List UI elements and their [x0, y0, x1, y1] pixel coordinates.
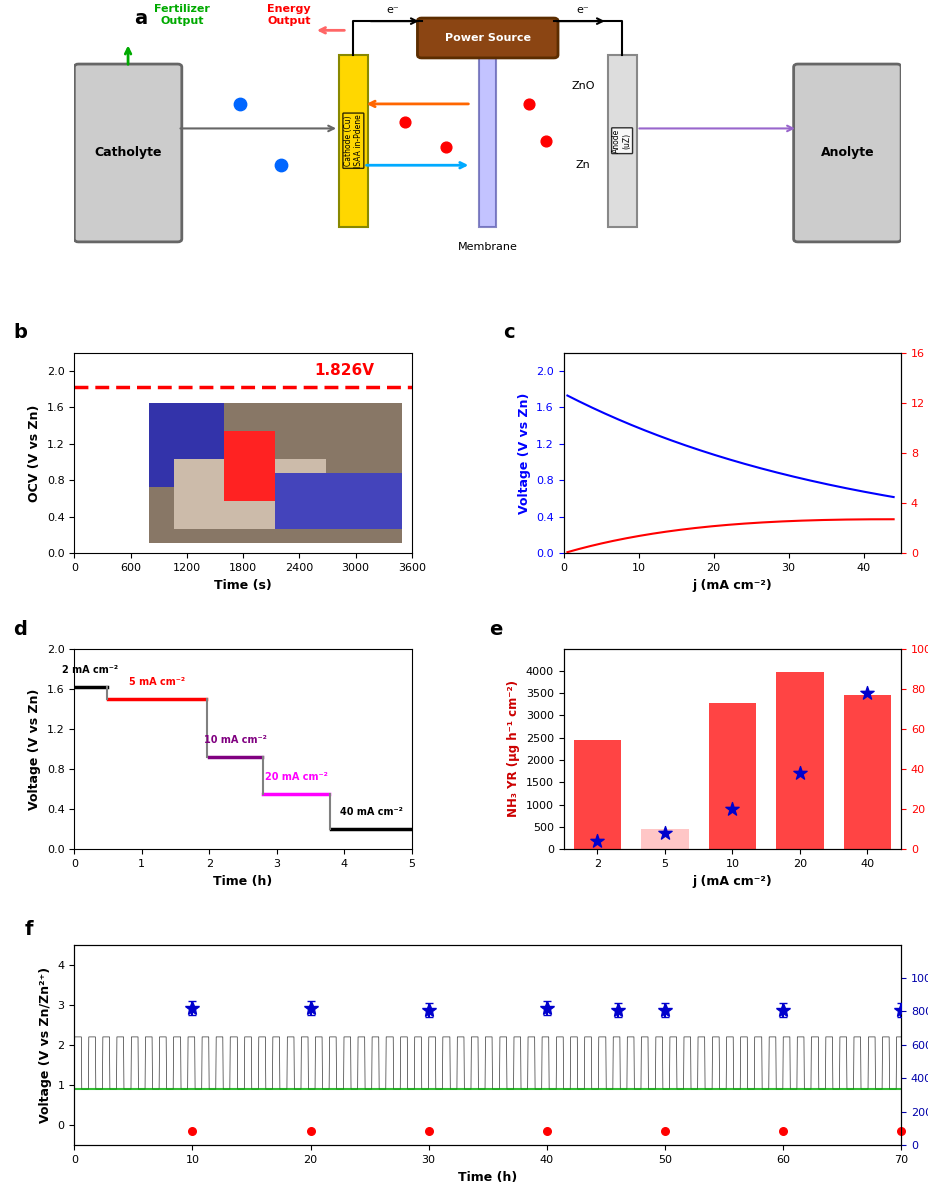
- Point: [775, 1121, 790, 1141]
- Text: Power Source: Power Source: [445, 32, 530, 43]
- Y-axis label: NH₃ YR (μg h⁻¹ cm⁻²): NH₃ YR (μg h⁻¹ cm⁻²): [507, 680, 520, 817]
- Y-axis label: Voltage (V vs Zn): Voltage (V vs Zn): [517, 392, 530, 513]
- X-axis label: j (mA cm⁻²): j (mA cm⁻²): [691, 874, 771, 888]
- Point: [589, 832, 604, 851]
- Text: Anolyte: Anolyte: [819, 147, 873, 160]
- FancyBboxPatch shape: [417, 18, 558, 58]
- Point: [859, 684, 874, 703]
- Point: [420, 1121, 435, 1141]
- Y-axis label: Voltage (V vs Zn/Zn²⁺): Voltage (V vs Zn/Zn²⁺): [39, 966, 52, 1123]
- X-axis label: Time (h): Time (h): [213, 874, 273, 888]
- Point: [657, 823, 672, 842]
- Text: Catholyte: Catholyte: [95, 147, 161, 160]
- Point: [657, 1121, 672, 1141]
- Text: Fertilizer
Output: Fertilizer Output: [154, 5, 210, 26]
- Point: [397, 113, 412, 132]
- Text: c: c: [502, 323, 514, 342]
- FancyBboxPatch shape: [793, 64, 900, 242]
- Text: Cathode (Cu)
ISAA in-Pdene: Cathode (Cu) ISAA in-Pdene: [343, 113, 363, 167]
- Bar: [843, 696, 890, 849]
- Text: 1.826V: 1.826V: [314, 363, 374, 378]
- Text: f: f: [25, 920, 33, 939]
- Text: d: d: [14, 619, 28, 638]
- Text: e⁻: e⁻: [386, 5, 399, 16]
- X-axis label: Time (s): Time (s): [214, 579, 272, 592]
- Text: Anode
(uZ): Anode (uZ): [612, 129, 631, 153]
- Text: Membrane: Membrane: [458, 242, 517, 252]
- Bar: [708, 703, 755, 849]
- Text: e⁻: e⁻: [575, 5, 588, 16]
- Y-axis label: Voltage (V vs Zn): Voltage (V vs Zn): [28, 688, 41, 810]
- Point: [539, 1121, 554, 1141]
- Point: [537, 131, 552, 150]
- Text: e: e: [489, 619, 502, 638]
- Text: b: b: [14, 323, 28, 342]
- X-axis label: Time (h): Time (h): [458, 1170, 517, 1183]
- Text: 40 mA cm⁻²: 40 mA cm⁻²: [340, 808, 403, 817]
- Bar: [640, 829, 688, 849]
- Text: 20 mA cm⁻²: 20 mA cm⁻²: [264, 772, 328, 783]
- Bar: [479, 55, 496, 227]
- Point: [185, 1121, 200, 1141]
- Text: 2 mA cm⁻²: 2 mA cm⁻²: [62, 665, 119, 675]
- Point: [893, 1121, 908, 1141]
- Point: [792, 764, 806, 783]
- Text: 5 mA cm⁻²: 5 mA cm⁻²: [129, 676, 185, 687]
- Bar: [607, 55, 636, 227]
- Text: a: a: [134, 8, 147, 27]
- Text: 10 mA cm⁻²: 10 mA cm⁻²: [204, 735, 266, 744]
- Bar: [574, 740, 620, 849]
- Text: Energy
Output: Energy Output: [267, 5, 311, 26]
- FancyBboxPatch shape: [74, 64, 182, 242]
- Bar: [339, 55, 367, 227]
- Bar: [776, 672, 822, 849]
- Point: [273, 156, 288, 175]
- Text: Zn: Zn: [574, 160, 589, 171]
- X-axis label: j (mA cm⁻²): j (mA cm⁻²): [691, 579, 771, 592]
- Y-axis label: OCV (V vs Zn): OCV (V vs Zn): [28, 404, 41, 501]
- Point: [303, 1121, 317, 1141]
- Point: [232, 94, 247, 113]
- Point: [724, 799, 739, 818]
- Text: ZnO: ZnO: [571, 80, 594, 91]
- Point: [522, 94, 536, 113]
- Point: [438, 137, 453, 156]
